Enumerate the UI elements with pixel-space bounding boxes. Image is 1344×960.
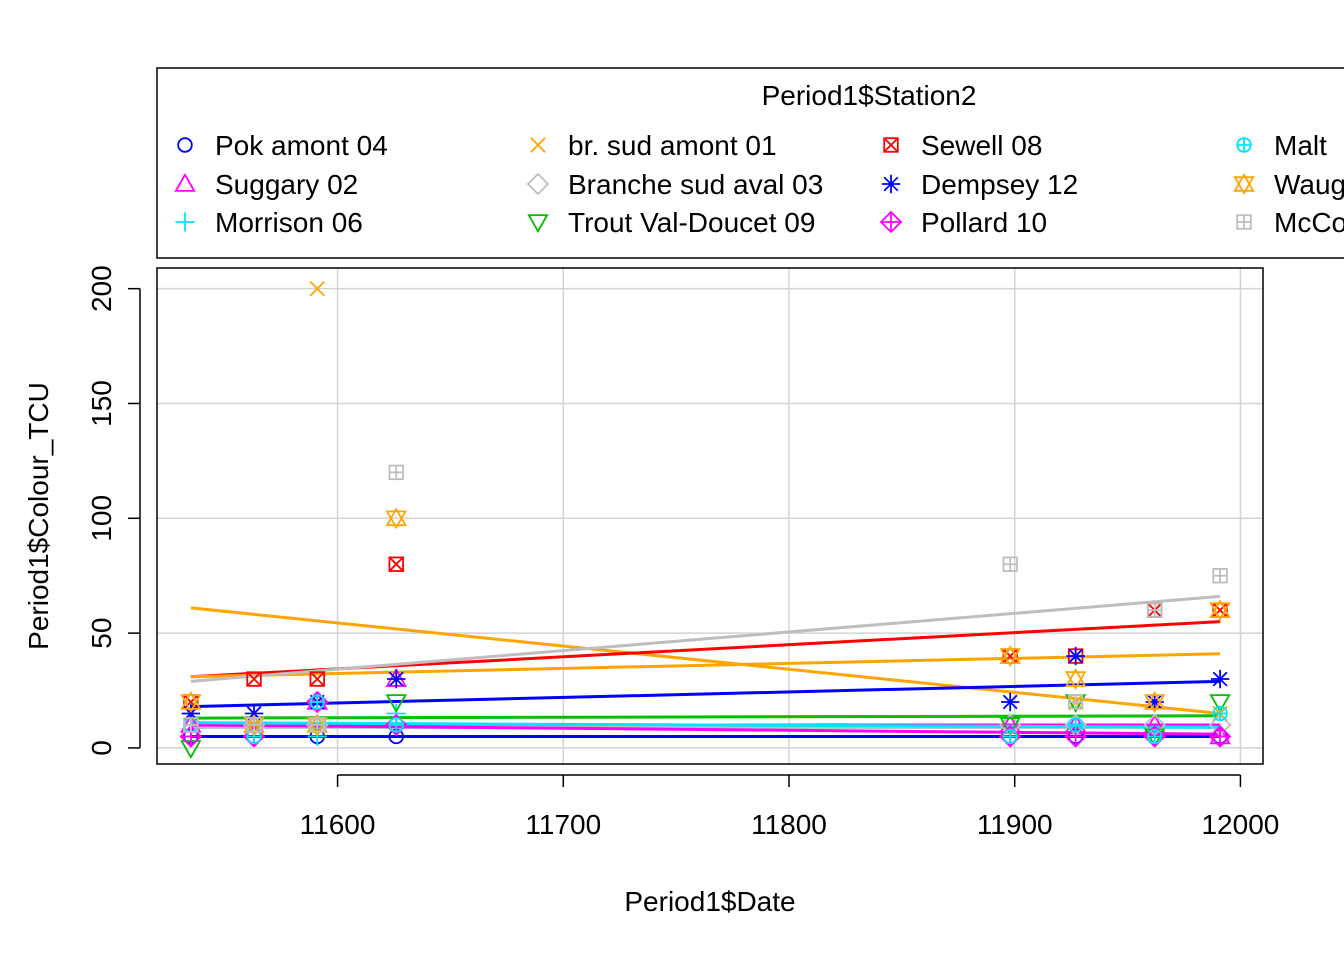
x-tick-label: 11700 xyxy=(525,809,601,840)
point-malt xyxy=(1067,717,1084,733)
point-sewell-08 xyxy=(388,556,404,572)
legend-box xyxy=(156,67,1344,259)
legend-label: Pok amont 04 xyxy=(215,130,388,161)
legend-item-malt: Malt xyxy=(1236,130,1327,161)
legend-marker-sewell-08 xyxy=(883,137,899,153)
x-axis-label: Period1$Date xyxy=(624,886,795,917)
legend-item-morrison-06: Morrison 06 xyxy=(175,207,363,238)
trend-line-pollard-10 xyxy=(190,723,1221,736)
x-tick-label: 11900 xyxy=(977,809,1053,840)
legend-marker-br-sud-amont-01 xyxy=(530,137,546,153)
point-dempsey-12 xyxy=(1210,669,1230,689)
legend-marker-pollard-10 xyxy=(879,210,903,234)
point-malt xyxy=(1212,705,1228,722)
legend-label: Trout Val-Doucet 09 xyxy=(568,207,815,238)
legend-label: Sewell 08 xyxy=(921,130,1042,161)
legend-item-mcco: McCo xyxy=(1236,207,1344,238)
legend-label: Branche sud aval 03 xyxy=(568,169,823,200)
point-dempsey-12 xyxy=(1066,646,1085,666)
legend-marker-waug xyxy=(1233,172,1255,196)
point-mcco xyxy=(1212,568,1228,584)
legend-marker-trout-val-doucet-09 xyxy=(527,214,549,234)
grid xyxy=(157,268,1263,764)
trend-line-br-sud-amont-01 xyxy=(190,606,1221,715)
legend-item-pollard-10: Pollard 10 xyxy=(879,207,1047,238)
point-mcco xyxy=(183,717,199,733)
point-br-sud-amont-01 xyxy=(309,280,326,297)
point-waug xyxy=(1209,599,1231,622)
point-trout-val-doucet-09 xyxy=(385,694,408,714)
point-waug xyxy=(1143,690,1166,714)
legend-marker-mcco xyxy=(1236,214,1252,230)
legend-marker-morrison-06 xyxy=(175,212,195,232)
legend-item-pok-amont-04: Pok amont 04 xyxy=(177,130,388,161)
y-tick-label: 200 xyxy=(86,265,117,312)
y-axis-label: Period1$Colour_TCU xyxy=(23,382,54,650)
legend-label: Pollard 10 xyxy=(921,207,1047,238)
point-malt xyxy=(388,717,404,733)
point-waug xyxy=(1064,668,1087,691)
y-tick-label: 0 xyxy=(86,740,117,756)
legend-entries: Pok amont 04 Suggary 02 Morrison 06 br. sud… xyxy=(174,130,1344,238)
trend-line-dempsey-12 xyxy=(190,679,1221,709)
x-tick-label: 11600 xyxy=(300,809,376,840)
legend-label: Dempsey 12 xyxy=(921,169,1078,200)
point-mcco xyxy=(1146,602,1163,618)
legend-marker-pok-amont-04 xyxy=(177,137,193,153)
point-trout-val-doucet-09 xyxy=(1209,694,1231,714)
legend-marker-suggary-02 xyxy=(174,172,196,192)
legend-item-dempsey-12: Dempsey 12 xyxy=(881,169,1078,200)
x-tick-label: 12000 xyxy=(1201,809,1279,840)
legend-marker-malt xyxy=(1236,137,1252,153)
point-malt xyxy=(1146,728,1163,745)
point-malt xyxy=(309,694,325,710)
legend-label: McCo xyxy=(1274,207,1344,238)
point-mcco xyxy=(1067,694,1084,710)
x-axis: 11600 11700 11800 11900 12000 xyxy=(300,774,1279,840)
legend-item-br-sud-amont-01: br. sud amont 01 xyxy=(530,130,777,161)
point-pollard-10 xyxy=(1208,725,1232,748)
legend-item-branche-sud-aval-03: Branche sud aval 03 xyxy=(526,169,823,200)
legend-label: br. sud amont 01 xyxy=(568,130,777,161)
legend-marker-dempsey-12 xyxy=(881,174,901,194)
legend-item-waug: Waug xyxy=(1233,169,1344,200)
data-points xyxy=(179,280,1232,759)
trend-line-waug xyxy=(190,652,1221,679)
point-waug xyxy=(180,690,202,714)
point-sewell-08 xyxy=(309,671,325,687)
y-tick-label: 100 xyxy=(86,495,117,542)
legend-label: Suggary 02 xyxy=(215,169,358,200)
legend-item-trout-val-doucet-09: Trout Val-Doucet 09 xyxy=(527,207,815,238)
y-axis: 0 50 100 150 200 xyxy=(86,265,141,756)
y-tick-label: 150 xyxy=(86,380,117,427)
point-mcco xyxy=(1002,556,1018,572)
point-trout-val-doucet-09 xyxy=(999,717,1021,736)
trend-lines xyxy=(190,594,1221,738)
point-dempsey-12 xyxy=(387,669,406,689)
point-mcco xyxy=(309,717,325,733)
legend: Period1$Station2 Pok amont 04 Suggary 02 M… xyxy=(156,67,1344,259)
trend-line-mcco xyxy=(190,594,1221,683)
legend-item-sewell-08: Sewell 08 xyxy=(883,130,1042,161)
plot-frame xyxy=(156,267,1264,765)
legend-item-suggary-02: Suggary 02 xyxy=(174,169,358,200)
legend-marker-branche-sud-aval-03 xyxy=(526,172,550,196)
point-dempsey-12 xyxy=(1001,692,1020,712)
point-mcco xyxy=(388,464,404,481)
point-sewell-08 xyxy=(246,671,262,687)
legend-label: Waug xyxy=(1274,169,1344,200)
y-tick-label: 50 xyxy=(86,618,117,649)
x-tick-label: 11800 xyxy=(751,809,827,840)
trend-line-malt xyxy=(190,721,1221,729)
plot-area xyxy=(156,267,1264,765)
legend-label: Malt xyxy=(1274,130,1327,161)
point-malt xyxy=(1002,728,1018,745)
point-waug xyxy=(385,507,408,530)
legend-title: Period1$Station2 xyxy=(762,80,977,111)
trend-line-trout-val-doucet-09 xyxy=(190,714,1221,720)
point-waug xyxy=(999,645,1021,668)
point-mcco xyxy=(246,717,262,733)
legend-label: Morrison 06 xyxy=(215,207,363,238)
